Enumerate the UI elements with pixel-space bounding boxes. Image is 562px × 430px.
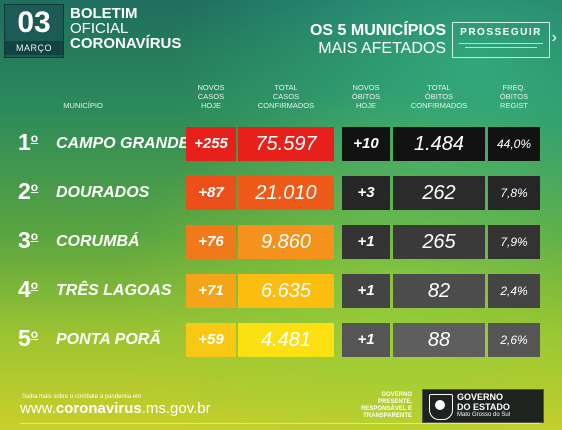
date-badge: 03 MARÇO [4, 4, 64, 58]
new-cases-cell: +255 [186, 127, 236, 161]
new-cases-cell: +59 [186, 323, 236, 357]
column-header-new-deaths: NOVOS ÓBITOS HOJE [351, 83, 381, 110]
title-line-2: OFICIAL [70, 20, 129, 37]
city-name: PONTA PORÃ [56, 331, 161, 348]
new-deaths-cell: +1 [342, 225, 390, 259]
rank-label: 5o [18, 325, 39, 351]
column-header-death-freq: FREQ. ÓBITOS REGIST [499, 83, 529, 110]
total-deaths-cell: 82 [393, 274, 485, 308]
new-deaths-cell: +3 [342, 176, 390, 210]
city-name: CORUMBÁ [56, 233, 140, 250]
footer-divider [20, 423, 540, 424]
new-cases-cell: +87 [186, 176, 236, 210]
footer-url[interactable]: www.coronavirus.ms.gov.br [20, 400, 211, 417]
total-cases-cell: 21.010 [238, 176, 334, 210]
gov-slogan: GOVERNO PRESENTE, RESPONSÁVEL E TRANSPAR… [361, 392, 412, 419]
new-deaths-cell: +1 [342, 323, 390, 357]
footer-note: Saiba mais sobre o combate à pandemia em [22, 394, 142, 400]
total-cases-cell: 4.481 [238, 323, 334, 357]
table-row: 4o TRÊS LAGOAS +71 6.635 +1 82 2,4% [0, 274, 562, 308]
table-row: 5o PONTA PORÃ +59 4.481 +1 88 2,6% [0, 323, 562, 357]
total-cases-cell: 9.860 [238, 225, 334, 259]
government-logo: GOVERNO DO ESTADO Mato Grosso do Sul [422, 389, 544, 423]
new-cases-cell: +71 [186, 274, 236, 308]
title-line-3: CORONAVÍRUS [70, 35, 182, 52]
subtitle-block: OS 5 MUNICÍPIOS MAIS AFETADOS [284, 22, 446, 58]
subtitle-line-1: OS 5 MUNICÍPIOS [309, 22, 446, 39]
rank-label: 1o [18, 129, 39, 155]
prosseguir-label: PROSSEGUIR [460, 27, 542, 38]
total-deaths-cell: 88 [393, 323, 485, 357]
rank-label: 3o [18, 227, 39, 253]
death-freq-cell: 2,4% [488, 274, 540, 308]
logo-line [459, 43, 543, 44]
death-freq-cell: 7,8% [488, 176, 540, 210]
new-deaths-cell: +10 [342, 127, 390, 161]
city-name: DOURADOS [56, 184, 150, 201]
gov-name: GOVERNO DO ESTADO [457, 392, 510, 412]
death-freq-cell: 44,0% [488, 127, 540, 161]
date-month: MARÇO [5, 41, 63, 55]
column-header-municipio: MUNICÍPIO [63, 101, 103, 110]
bulletin-title: BOLETIM OFICIAL CORONAVÍRUS [70, 6, 181, 51]
death-freq-cell: 7,9% [488, 225, 540, 259]
rank-label: 2o [18, 178, 39, 204]
city-name: TRÊS LAGOAS [56, 282, 172, 299]
new-deaths-cell: +1 [342, 274, 390, 308]
total-deaths-cell: 265 [393, 225, 485, 259]
date-day: 03 [17, 6, 51, 39]
title-line-1: BOLETIM [70, 5, 138, 22]
table-row: 3o CORUMBÁ +76 9.860 +1 265 7,9% [0, 225, 562, 259]
subtitle-line-2: MAIS AFETADOS [318, 40, 446, 57]
column-header-new-cases: NOVOS CASOS HOJE [197, 83, 225, 110]
death-freq-cell: 2,6% [488, 323, 540, 357]
column-header-total-cases: TOTAL CASOS CONFIRMADOS [257, 83, 315, 110]
column-header-total-deaths: TOTAL ÓBITOS CONFIRMADOS [410, 83, 468, 110]
total-deaths-cell: 1.484 [393, 127, 485, 161]
total-deaths-cell: 262 [393, 176, 485, 210]
table-row: 2o DOURADOS +87 21.010 +3 262 7,8% [0, 176, 562, 210]
new-cases-cell: +76 [186, 225, 236, 259]
prosseguir-logo: PROSSEGUIR › [452, 22, 557, 58]
gov-state: Mato Grosso do Sul [457, 412, 511, 418]
logo-line [465, 47, 537, 48]
state-crest-icon [429, 394, 453, 420]
arrow-icon: › [551, 29, 557, 46]
total-cases-cell: 6.635 [238, 274, 334, 308]
total-cases-cell: 75.597 [238, 127, 334, 161]
table-row: 1o CAMPO GRANDE +255 75.597 +10 1.484 44… [0, 127, 562, 161]
rank-label: 4o [18, 276, 39, 302]
city-name: CAMPO GRANDE [56, 135, 190, 152]
